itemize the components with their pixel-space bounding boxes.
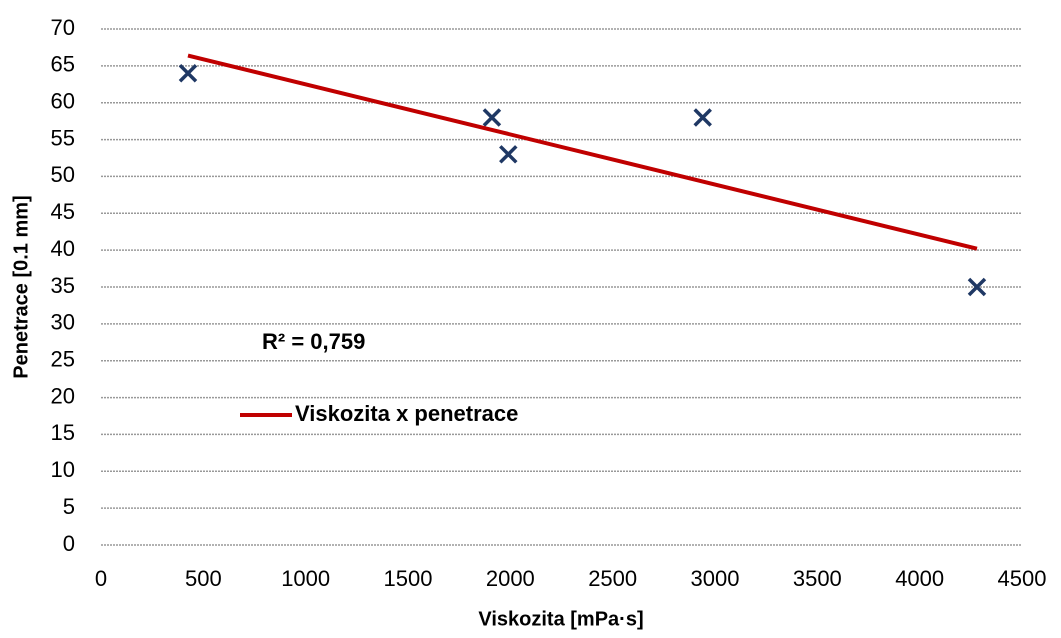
x-tick-label: 1500 [384,566,433,591]
y-tick-label: 50 [51,162,75,187]
x-tick-label: 3500 [793,566,842,591]
y-tick-label: 20 [51,383,75,408]
y-tick-label: 45 [51,199,75,224]
y-tick-label: 70 [51,15,75,40]
x-tick-label: 3000 [691,566,740,591]
y-tick-label: 0 [63,531,75,556]
marker [693,108,712,127]
x-tick-label: 2500 [588,566,637,591]
y-tick-label: 5 [63,494,75,519]
x-tick-label: 1000 [281,566,330,591]
x-tick-label: 2000 [486,566,535,591]
y-tick-label: 55 [51,125,75,150]
y-axis-label: Penetrace [0.1 mm] [10,195,32,378]
x-tick-label: 4000 [895,566,944,591]
y-tick-label: 60 [51,89,75,114]
y-tick-label: 35 [51,273,75,298]
marker [482,108,502,127]
legend-label: Viskozita x penetrace [295,401,518,426]
marker [499,145,518,164]
y-tick-label: 15 [51,420,75,445]
marker [967,277,987,297]
x-tick-label: 4500 [998,566,1047,591]
y-tick-label: 40 [51,236,75,261]
trendline [187,53,978,251]
y-tick-label: 25 [51,347,75,372]
r-squared: R² = 0,759 [262,329,365,354]
x-axis-label: Viskozita [mPa·s] [478,608,643,630]
y-tick-label: 30 [51,310,75,335]
x-tick-label: 500 [185,566,222,591]
y-tick-label: 65 [51,52,75,77]
marker [178,63,198,83]
y-tick-label: 10 [51,457,75,482]
x-tick-label: 0 [95,566,107,591]
